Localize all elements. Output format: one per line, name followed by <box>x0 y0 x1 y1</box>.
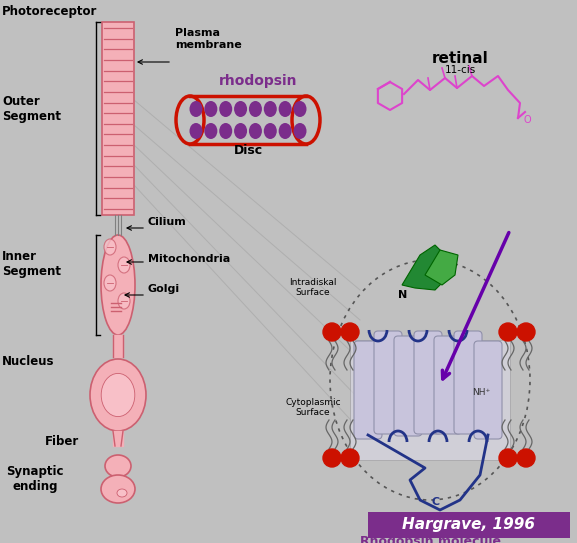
Ellipse shape <box>294 101 306 117</box>
Ellipse shape <box>204 101 218 117</box>
Text: Nucleus: Nucleus <box>2 355 54 368</box>
Ellipse shape <box>90 359 146 431</box>
Ellipse shape <box>117 489 127 497</box>
Circle shape <box>499 323 517 341</box>
Ellipse shape <box>219 123 232 139</box>
Circle shape <box>323 323 341 341</box>
Ellipse shape <box>104 239 116 255</box>
Text: Synaptic
ending: Synaptic ending <box>6 465 63 493</box>
Ellipse shape <box>204 123 218 139</box>
Text: rhodopsin: rhodopsin <box>219 74 297 88</box>
Ellipse shape <box>105 455 131 477</box>
FancyBboxPatch shape <box>394 336 422 436</box>
Ellipse shape <box>249 123 262 139</box>
Text: Cytoplasmic
Surface: Cytoplasmic Surface <box>285 397 341 417</box>
Ellipse shape <box>264 101 277 117</box>
Ellipse shape <box>234 101 247 117</box>
Text: Inner
Segment: Inner Segment <box>2 250 61 278</box>
Text: Outer
Segment: Outer Segment <box>2 95 61 123</box>
Text: Plasma
membrane: Plasma membrane <box>175 28 242 50</box>
Text: retinal: retinal <box>432 51 488 66</box>
Text: 11-cis: 11-cis <box>444 65 475 75</box>
Text: Cilium: Cilium <box>148 217 187 227</box>
FancyBboxPatch shape <box>474 341 502 439</box>
Text: Disc: Disc <box>234 144 263 157</box>
Ellipse shape <box>234 123 247 139</box>
Ellipse shape <box>104 275 116 291</box>
Ellipse shape <box>118 293 130 309</box>
Text: C: C <box>432 497 440 507</box>
FancyBboxPatch shape <box>368 512 570 538</box>
Ellipse shape <box>189 123 203 139</box>
FancyBboxPatch shape <box>350 340 510 460</box>
Polygon shape <box>402 245 450 290</box>
Ellipse shape <box>101 475 135 503</box>
Text: NH⁺: NH⁺ <box>472 388 490 397</box>
Text: Mitochondria: Mitochondria <box>148 254 230 264</box>
Ellipse shape <box>294 123 306 139</box>
Polygon shape <box>425 250 458 285</box>
Text: Fiber: Fiber <box>45 435 79 448</box>
FancyBboxPatch shape <box>454 331 482 434</box>
FancyBboxPatch shape <box>354 341 382 439</box>
Text: Intradiskal
Surface: Intradiskal Surface <box>289 277 337 297</box>
Bar <box>102 22 134 215</box>
Text: Photoreceptor: Photoreceptor <box>2 5 98 18</box>
FancyBboxPatch shape <box>434 336 462 434</box>
Ellipse shape <box>118 257 130 273</box>
Ellipse shape <box>101 235 135 335</box>
FancyBboxPatch shape <box>374 331 402 434</box>
Ellipse shape <box>264 123 277 139</box>
Circle shape <box>341 449 359 467</box>
Circle shape <box>323 449 341 467</box>
Circle shape <box>341 323 359 341</box>
Text: Golgi: Golgi <box>148 284 180 294</box>
Text: N: N <box>398 290 407 300</box>
FancyBboxPatch shape <box>414 331 442 434</box>
Ellipse shape <box>279 101 291 117</box>
Ellipse shape <box>189 101 203 117</box>
Circle shape <box>517 323 535 341</box>
Ellipse shape <box>219 101 232 117</box>
Text: O: O <box>523 115 531 125</box>
Text: Hargrave, 1996: Hargrave, 1996 <box>403 517 535 533</box>
Ellipse shape <box>101 374 135 416</box>
Circle shape <box>499 449 517 467</box>
Ellipse shape <box>249 101 262 117</box>
Text: Rhodopsin molecule: Rhodopsin molecule <box>359 535 500 543</box>
Ellipse shape <box>279 123 291 139</box>
Circle shape <box>517 449 535 467</box>
